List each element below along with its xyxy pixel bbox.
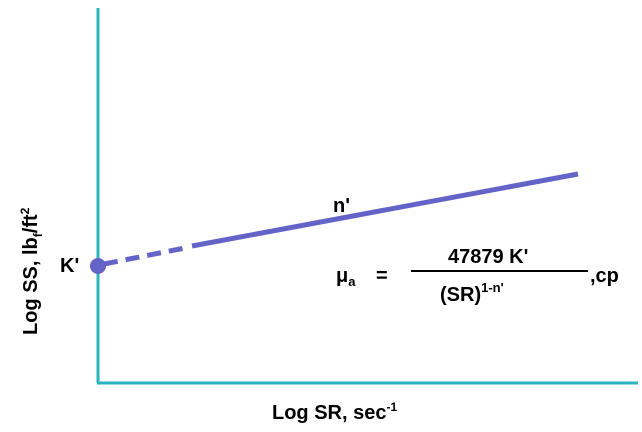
extrapolated-line-dashed (103, 244, 191, 267)
equation-denominator-base: (SR) (440, 284, 481, 306)
x-axis-label-main: Log SR, sec (272, 402, 386, 424)
x-axis-label: Log SR, sec-1 (272, 400, 397, 424)
intercept-label: K' (60, 255, 79, 277)
slope-label: n' (333, 195, 350, 217)
equation-units: ,cp (590, 265, 619, 287)
y-axis-label-sub: f (31, 232, 45, 237)
y-axis-label-tail: /ft (20, 214, 42, 233)
y-axis-label: Log SS, lbf/ft2 (18, 207, 45, 335)
equation-denominator-exp: 1-n' (481, 280, 504, 295)
x-axis-label-sup: -1 (386, 400, 397, 414)
equation-denominator: (SR)1-n' (440, 280, 504, 306)
equation-lhs-sub: a (348, 274, 356, 289)
fitted-line-solid (191, 171, 579, 249)
equation-lhs: μa (336, 265, 356, 289)
equation-equals: = (376, 265, 388, 287)
viscosity-equation: μa = 47879 K' (SR)1-n' ,cp (336, 246, 619, 306)
equation-numerator: 47879 K' (448, 246, 528, 268)
equation-lhs-symbol: μ (336, 265, 348, 287)
y-axis-label-main: Log SS, lb (20, 237, 42, 335)
intercept-point (90, 258, 106, 274)
y-axis-label-sup: 2 (18, 207, 32, 214)
